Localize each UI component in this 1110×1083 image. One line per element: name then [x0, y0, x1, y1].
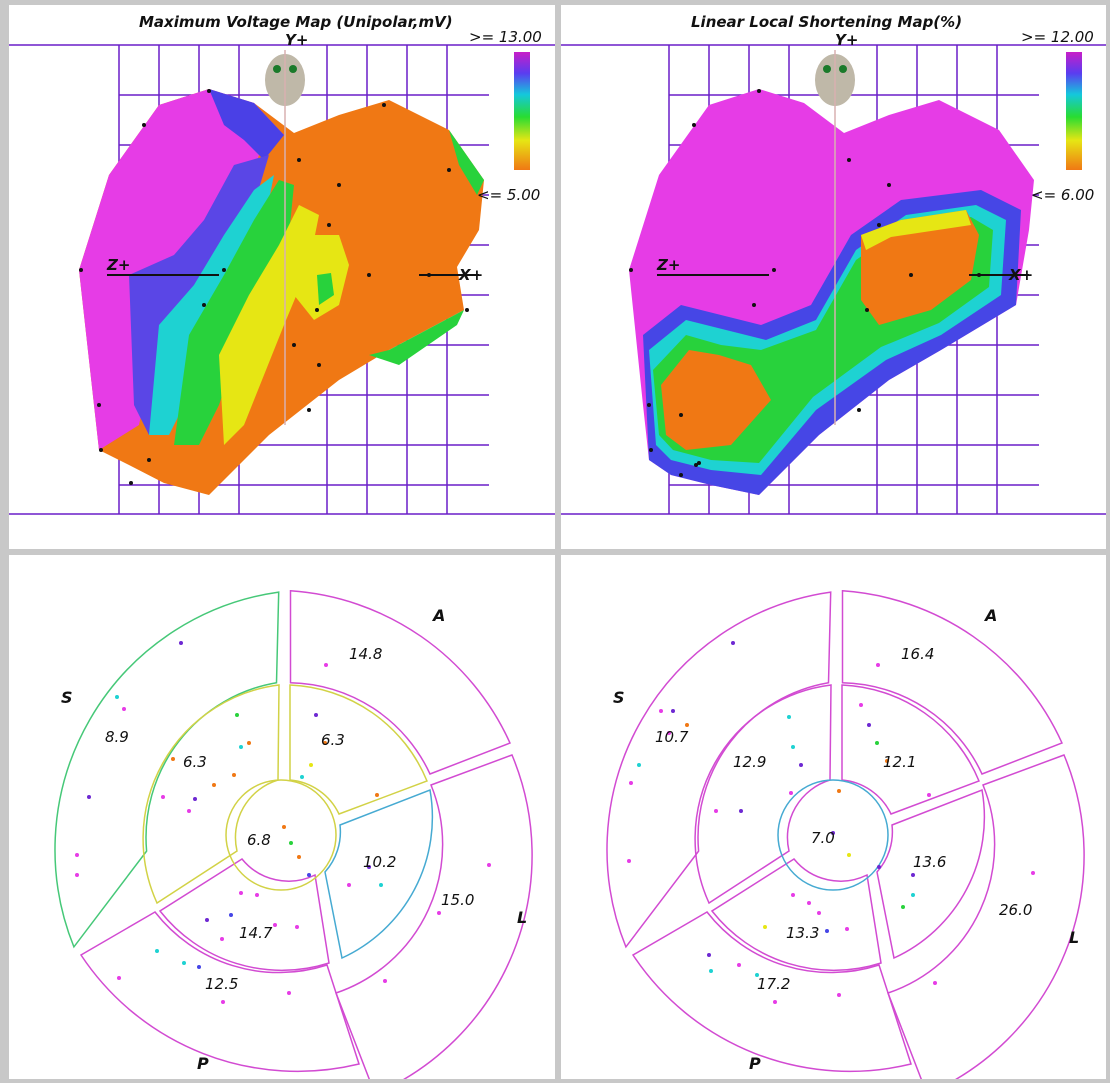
x-axis-label: X+: [1008, 266, 1033, 284]
heart-surface: [629, 89, 1034, 495]
value-outer-anterior: 14.8: [349, 645, 382, 663]
value-outer-anterior: 16.4: [901, 645, 934, 663]
sample-points: [627, 641, 1035, 1004]
segment-apex: [777, 779, 889, 891]
value-inner-lateral: 10.2: [363, 853, 396, 871]
value-outer-posterior: 12.5: [205, 975, 238, 993]
segment-inner-anterior: [289, 684, 428, 815]
segment-outer-septal: [606, 591, 832, 949]
value-outer-septal: 8.9: [105, 728, 129, 746]
segment-inner-lateral: [876, 788, 986, 960]
scale-min-label: <= 5.00: [477, 186, 540, 204]
shortening-bullseye-panel: A S L P 16.4 10.7 26.0 17.2 12.1 12.9 13…: [561, 555, 1106, 1079]
segment-inner-anterior: [841, 684, 980, 815]
value-inner-lateral: 13.6: [913, 853, 946, 871]
scale-min-label: <= 6.00: [1031, 186, 1094, 204]
segment-outer-posterior: [79, 911, 360, 1073]
value-outer-lateral: 15.0: [441, 891, 474, 909]
label-lateral: L: [1069, 928, 1079, 947]
y-axis-label: Y+: [835, 31, 858, 49]
orientation-head: [815, 50, 855, 425]
y-axis-label: Y+: [285, 31, 308, 49]
segment-inner-septal: [142, 684, 280, 905]
label-septal: S: [61, 688, 73, 707]
value-apex: 6.8: [247, 831, 271, 849]
segment-inner-posterior: [158, 858, 330, 972]
value-inner-anterior: 6.3: [321, 731, 345, 749]
value-apex: 7.0: [811, 829, 835, 847]
segment-outer-anterior: [289, 589, 512, 775]
shortening-map-svg: Z+ X+ Y+ >= 12.00 <= 6.00 Linear Local S…: [561, 13, 1106, 515]
voltage-bullseye-panel: A S L P 14.8 8.9 15.0 12.5 6.3 6.3 10.2 …: [9, 555, 555, 1079]
x-axis-label: X+: [458, 266, 483, 284]
segment-outer-lateral: [335, 754, 533, 1079]
voltage-bullseye-svg: A S L P 14.8 8.9 15.0 12.5 6.3 6.3 10.2 …: [54, 589, 533, 1079]
map-title: Linear Local Shortening Map(%): [691, 13, 962, 31]
segment-outer-posterior: [631, 911, 912, 1073]
label-posterior: P: [197, 1054, 209, 1073]
value-inner-anterior: 12.1: [883, 753, 916, 771]
scale-max-label: >= 12.00: [1021, 28, 1094, 46]
value-inner-septal: 12.9: [733, 753, 766, 771]
label-anterior: A: [983, 606, 997, 625]
segment-apex: [225, 779, 337, 891]
segment-outer-septal: [54, 591, 280, 949]
color-scale-bar: [1066, 52, 1082, 170]
z-axis-label: Z+: [106, 256, 130, 274]
value-inner-septal: 6.3: [183, 753, 207, 771]
scale-max-label: >= 13.00: [469, 28, 542, 46]
segment-outer-lateral: [887, 754, 1085, 1079]
value-outer-posterior: 17.2: [757, 975, 790, 993]
label-anterior: A: [431, 606, 445, 625]
voltage-map-svg: Z+ X+ Y+ >= 13.00 <= 5.00 Maximum Voltag…: [9, 13, 555, 515]
label-posterior: P: [749, 1054, 761, 1073]
value-outer-septal: 10.7: [655, 728, 689, 746]
heart-surface: [79, 89, 484, 495]
value-outer-lateral: 26.0: [999, 901, 1032, 919]
value-inner-posterior: 14.7: [239, 924, 273, 942]
segment-inner-posterior: [710, 858, 882, 972]
color-scale-bar: [514, 52, 530, 170]
sample-points: [75, 641, 491, 1004]
map-title: Maximum Voltage Map (Unipolar,mV): [139, 13, 453, 31]
label-septal: S: [613, 688, 625, 707]
orientation-head: [265, 50, 305, 425]
shortening-bullseye-svg: A S L P 16.4 10.7 26.0 17.2 12.1 12.9 13…: [606, 589, 1085, 1079]
shortening-map-panel: Z+ X+ Y+ >= 12.00 <= 6.00 Linear Local S…: [561, 5, 1106, 549]
z-axis-label: Z+: [656, 256, 680, 274]
segment-inner-lateral: [324, 788, 434, 960]
value-inner-posterior: 13.3: [786, 924, 819, 942]
label-lateral: L: [517, 908, 527, 927]
voltage-map-panel: Z+ X+ Y+ >= 13.00 <= 5.00 Maximum Voltag…: [9, 5, 555, 549]
electrode-points: [79, 89, 469, 485]
segment-inner-septal: [694, 684, 832, 905]
segment-outer-anterior: [841, 589, 1064, 775]
